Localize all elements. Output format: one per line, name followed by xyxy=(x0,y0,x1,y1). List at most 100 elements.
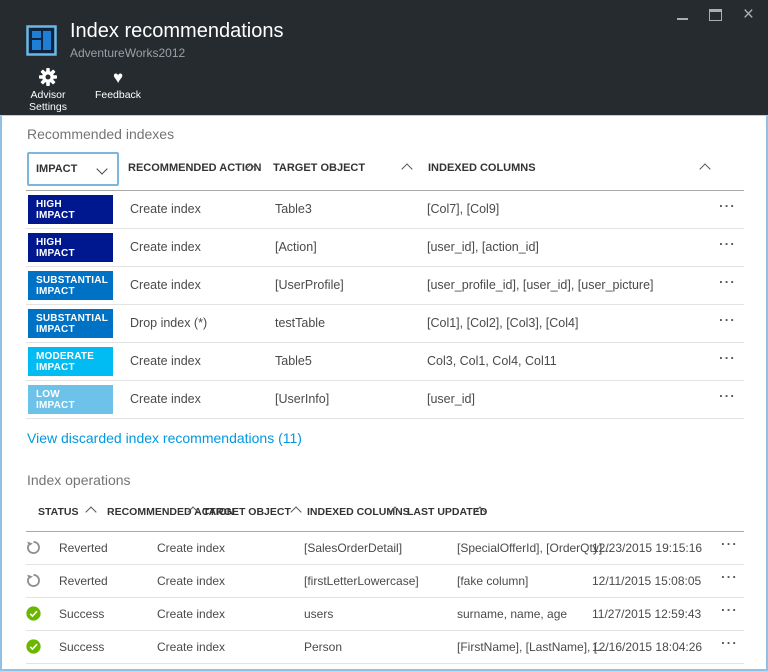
table-row[interactable]: HIGH IMPACT Create index [Action] [user_id],… xyxy=(26,229,744,267)
status-cell: Reverted xyxy=(59,541,108,555)
sort-asc-icon[interactable] xyxy=(290,506,302,518)
row-menu-ellipsis-button[interactable]: ... xyxy=(719,385,736,400)
recommended-action-cell: Create index xyxy=(157,640,226,654)
target-object-cell: users xyxy=(304,607,334,621)
recommended-action-cell: Create index xyxy=(130,202,201,216)
column-header-indexed-columns[interactable]: INDEXED COLUMNS xyxy=(307,506,410,518)
sort-asc-icon[interactable] xyxy=(401,163,413,175)
impact-badge: HIGH IMPACT xyxy=(28,233,113,262)
impact-badge-line1: SUBSTANTIAL xyxy=(36,274,109,286)
recommended-action-cell: Create index xyxy=(157,607,226,621)
column-header-target-object[interactable]: TARGET OBJECT xyxy=(203,506,291,518)
close-icon[interactable]: × xyxy=(742,4,754,25)
row-menu-ellipsis-button[interactable]: ... xyxy=(719,233,736,248)
target-object-cell: [Action] xyxy=(275,240,317,254)
column-header-recommended-action[interactable]: RECOMMENDED ACTION xyxy=(107,506,235,518)
last-updated-cell: 11/27/2015 12:59:43 xyxy=(592,607,702,621)
table-row[interactable]: MODERATE IMPACT Create index Table5 Col3, Co… xyxy=(26,343,744,381)
sort-asc-icon[interactable] xyxy=(85,506,97,518)
impact-badge-line1: LOW xyxy=(36,388,60,400)
impact-badge-line2: IMPACT xyxy=(36,209,75,221)
row-menu-ellipsis-button[interactable]: ... xyxy=(719,271,736,286)
row-menu-ellipsis-button[interactable]: ... xyxy=(721,533,738,548)
status-cell: Success xyxy=(59,607,105,621)
indexed-columns-cell: [Col7], [Col9] xyxy=(427,202,500,216)
indexed-columns-cell: [SpecialOfferId], [OrderQty]... xyxy=(457,541,613,555)
row-menu-ellipsis-button[interactable]: ... xyxy=(721,566,738,581)
minimize-icon[interactable] xyxy=(676,17,688,20)
table-row[interactable]: SUBSTANTIAL IMPACT Drop index (*) testTable… xyxy=(26,305,744,343)
chevron-down-icon xyxy=(96,163,108,175)
column-header-recommended-action[interactable]: RECOMMENDED ACTION xyxy=(128,162,262,174)
impact-badge-line2: IMPACT xyxy=(36,285,75,297)
table-row[interactable]: SUBSTANTIAL IMPACT Create index [UserProfil… xyxy=(26,267,744,305)
impact-badge-line2: IMPACT xyxy=(36,361,75,373)
target-object-cell: Table5 xyxy=(275,354,312,368)
index-operations-heading: Index operations xyxy=(27,472,131,488)
titlebar: × Index recommendations AdventureWorks20… xyxy=(0,0,768,116)
column-header-target-object[interactable]: TARGET OBJECT xyxy=(273,162,366,174)
sort-asc-icon[interactable] xyxy=(699,163,711,175)
target-object-cell: [UserProfile] xyxy=(275,278,344,292)
impact-badge-line1: MODERATE xyxy=(36,350,95,362)
revert-icon xyxy=(26,573,41,588)
row-menu-ellipsis-button[interactable]: ... xyxy=(719,347,736,362)
recommended-indexes-table: HIGH IMPACT Create index Table3 [Col7], [Col… xyxy=(26,190,744,419)
impact-badge-line1: HIGH xyxy=(36,236,62,248)
gear-icon xyxy=(39,68,57,86)
indexed-columns-cell: [fake column] xyxy=(457,574,529,588)
target-object-cell: [firstLetterLowercase] xyxy=(304,574,419,588)
recommended-action-cell: Create index xyxy=(130,392,201,406)
table-row[interactable]: Reverted Create index [SalesOrderDetail] [S… xyxy=(26,532,744,565)
status-cell: Success xyxy=(59,640,105,654)
table-row[interactable]: Success Create index Person [FirstName], [L… xyxy=(26,631,744,664)
target-object-cell: [UserInfo] xyxy=(275,392,330,406)
impact-badge: HIGH IMPACT xyxy=(28,195,113,224)
impact-badge-line2: IMPACT xyxy=(36,247,75,259)
column-header-indexed-columns[interactable]: INDEXED COLUMNS xyxy=(428,162,536,174)
toolbar: Advisor Settings ♥ Feedback xyxy=(22,68,144,113)
impact-filter-dropdown[interactable]: IMPACT xyxy=(27,152,119,186)
impact-badge: MODERATE IMPACT xyxy=(28,347,113,376)
heart-icon: ♥ xyxy=(112,67,124,87)
indexed-columns-cell: surname, name, age xyxy=(457,607,568,621)
recommended-action-cell: Create index xyxy=(157,541,226,555)
target-object-cell: [SalesOrderDetail] xyxy=(304,541,403,555)
table-row[interactable]: Reverted Create index [firstLetterLowercas… xyxy=(26,565,744,598)
maximize-icon[interactable] xyxy=(708,9,722,21)
index-operations-table: Reverted Create index [SalesOrderDetail] [S… xyxy=(26,531,744,664)
impact-badge: SUBSTANTIAL IMPACT xyxy=(28,309,113,338)
target-object-cell: testTable xyxy=(275,316,326,330)
last-updated-cell: 12/16/2015 18:04:26 xyxy=(592,640,703,654)
indexed-columns-cell: [FirstName], [LastName], [... xyxy=(457,640,608,654)
indexed-columns-cell: Col3, Col1, Col4, Col11 xyxy=(427,354,557,368)
row-menu-ellipsis-button[interactable]: ... xyxy=(721,599,738,614)
row-menu-ellipsis-button[interactable]: ... xyxy=(719,309,736,324)
recommended-action-cell: Create index xyxy=(157,574,226,588)
impact-badge-line2: IMPACT xyxy=(36,323,75,335)
recommended-indexes-heading: Recommended indexes xyxy=(27,126,175,142)
column-header-status[interactable]: STATUS xyxy=(38,506,79,518)
view-discarded-recommendations-link[interactable]: View discarded index recommendations (11… xyxy=(27,430,302,446)
row-menu-ellipsis-button[interactable]: ... xyxy=(719,195,736,210)
last-updated-cell: 12/23/2015 19:15:16 xyxy=(592,541,703,555)
indexed-columns-cell: [user_profile_id], [user_id], [user_pict… xyxy=(427,278,654,292)
indexed-columns-cell: [user_id], [action_id] xyxy=(427,240,539,254)
recommended-action-cell: Create index xyxy=(130,278,201,292)
page-title: Index recommendations xyxy=(70,20,284,42)
recommended-action-cell: Create index xyxy=(130,240,201,254)
last-updated-cell: 12/11/2015 15:08:05 xyxy=(592,574,702,588)
table-row[interactable]: LOW IMPACT Create index [UserInfo] [user_id]… xyxy=(26,381,744,419)
blade-content: Recommended indexes IMPACT RECOMMENDED A… xyxy=(0,116,768,671)
advisor-settings-button[interactable]: Advisor Settings xyxy=(22,68,74,113)
row-menu-ellipsis-button[interactable]: ... xyxy=(721,632,738,647)
table-row[interactable]: Success Create index users surname, name, a… xyxy=(26,598,744,631)
feedback-button[interactable]: ♥ Feedback xyxy=(92,68,144,113)
column-header-last-updated[interactable]: LAST UPDATED xyxy=(407,506,488,518)
table-row[interactable]: HIGH IMPACT Create index Table3 [Col7], [Col… xyxy=(26,191,744,229)
success-icon xyxy=(26,606,41,621)
recommended-action-cell: Create index xyxy=(130,354,201,368)
impact-badge: LOW IMPACT xyxy=(28,385,113,414)
impact-badge-line2: IMPACT xyxy=(36,399,75,411)
